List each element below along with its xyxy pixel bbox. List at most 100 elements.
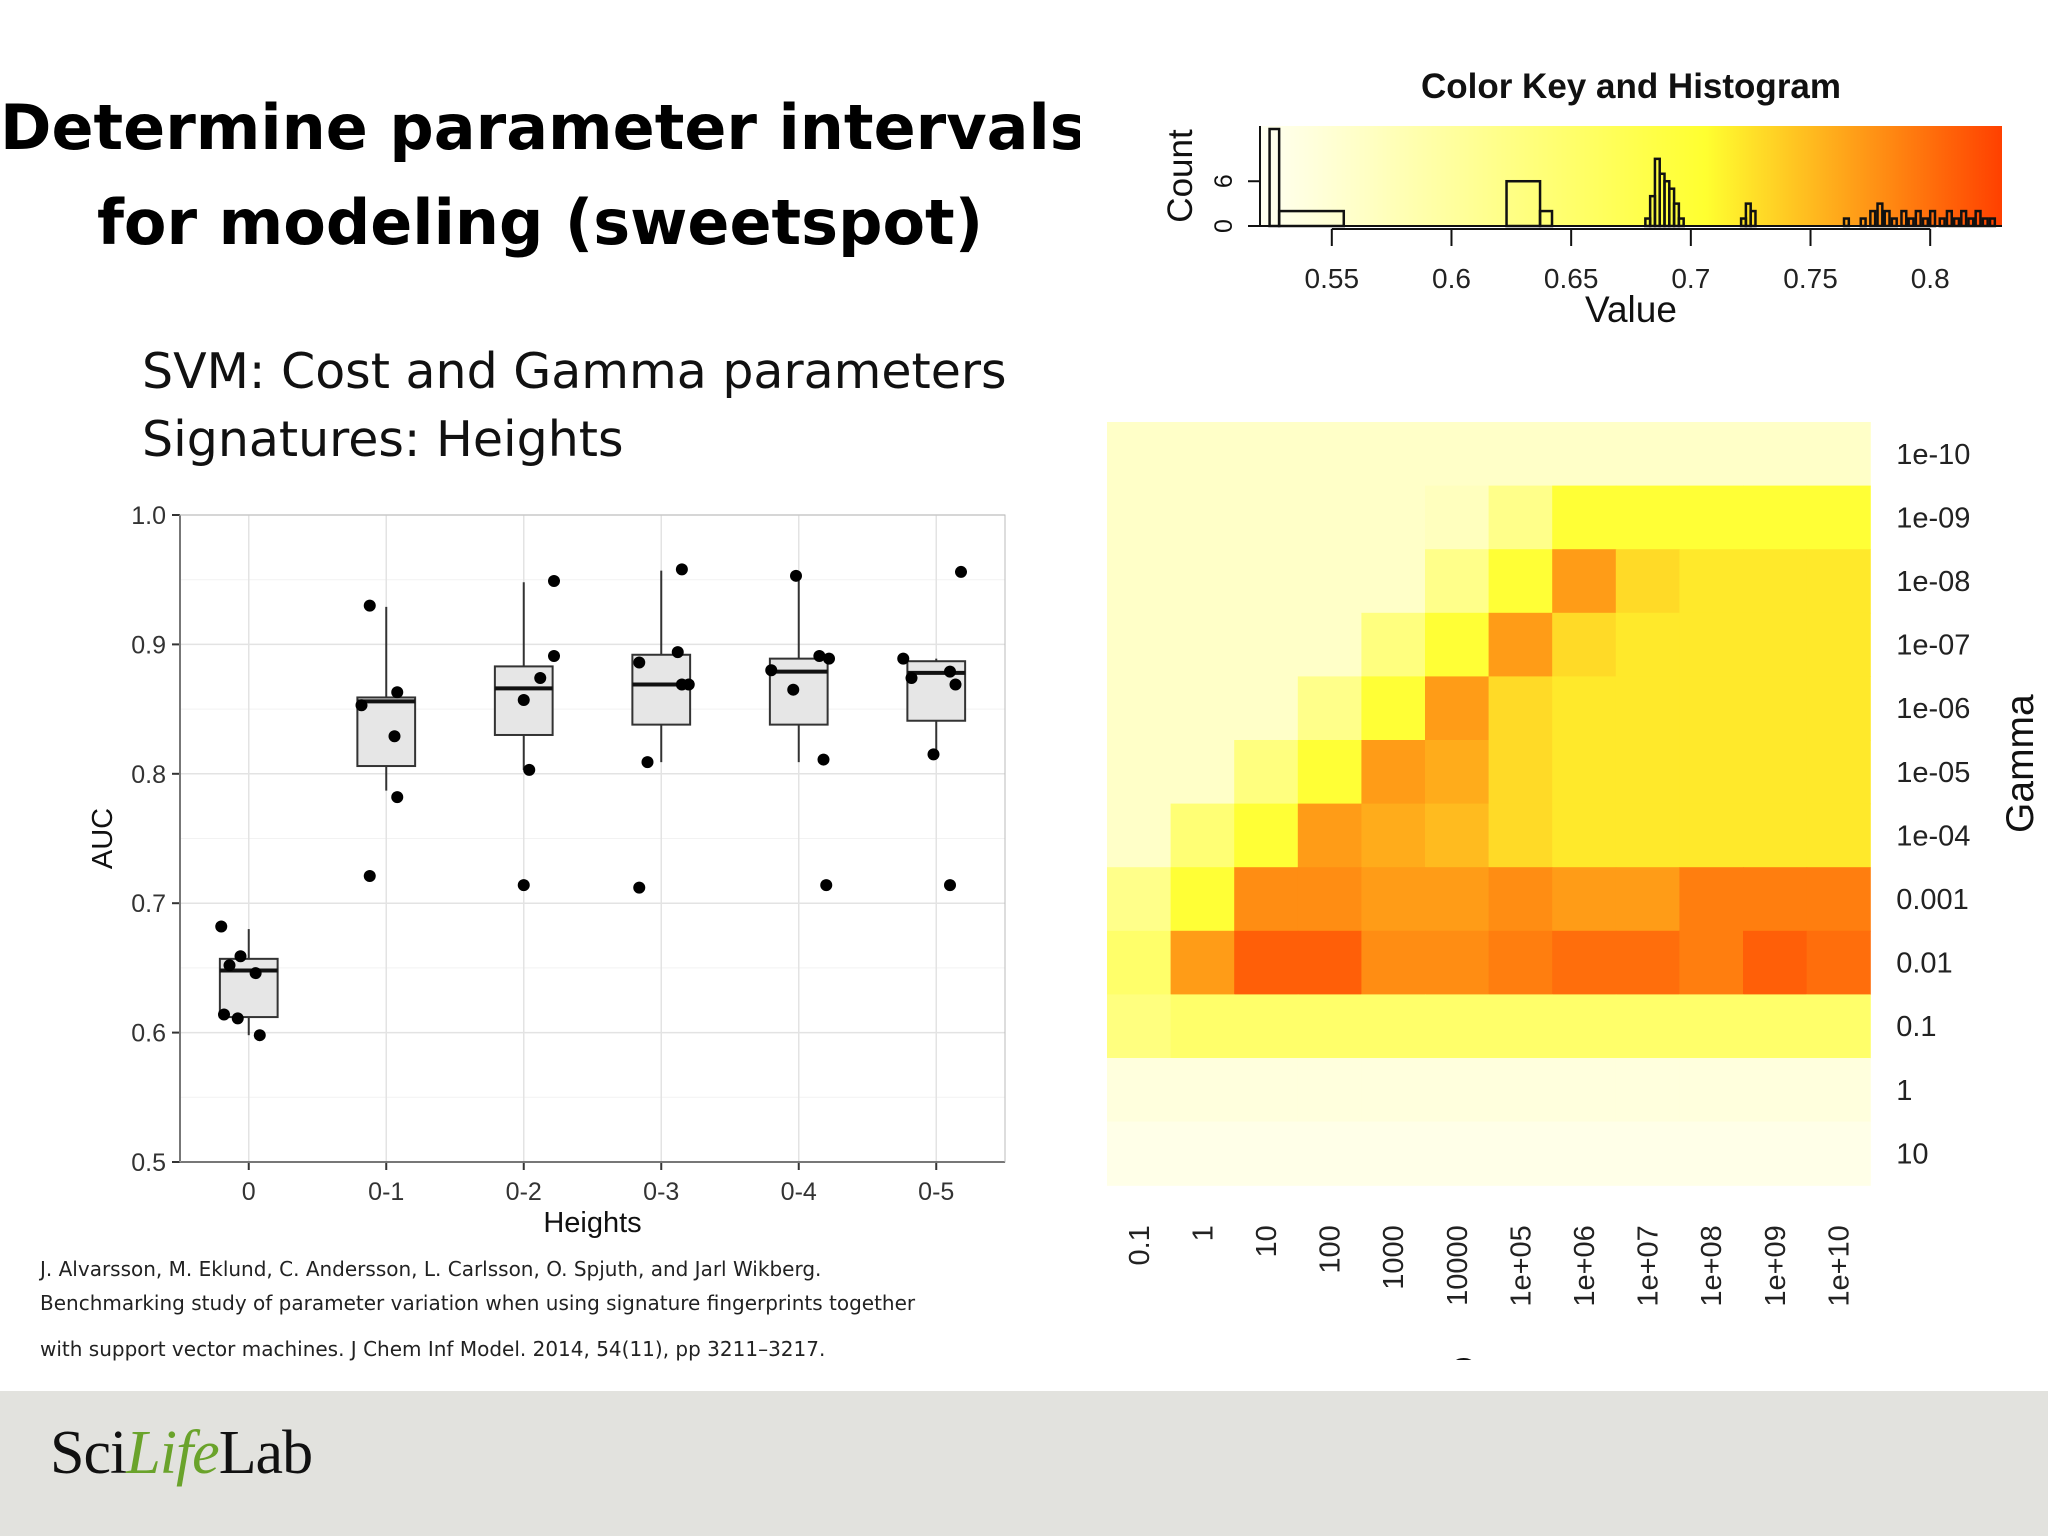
data-point [790,569,802,582]
heatmap-cell [1615,676,1680,741]
heatmap-cell [1488,994,1553,1059]
heatmap-cell [1552,803,1617,868]
gamma-label: 1e-08 [1896,566,1970,598]
data-point [820,879,833,892]
heatmap-cell [1297,803,1362,868]
cost-label: 1 [1187,1225,1219,1241]
heatmap-cell [1297,930,1362,995]
heatmap-cell [1425,740,1490,805]
heatmap-cell [1679,867,1744,932]
heatmap-cell [1552,485,1617,550]
heatmap-cell [1297,485,1362,550]
heatmap-cell [1107,867,1172,932]
box-iqr [356,696,417,768]
data-point [363,599,376,612]
data-point [388,730,401,743]
heatmap-cell [1806,740,1871,805]
data-point [927,748,940,761]
subtitle-line-2: Signatures: Heights [142,411,624,468]
y-tick-label: 0.5 [131,1149,166,1177]
heatmap-cell [1234,930,1299,995]
data-point [955,565,967,578]
heatmap-cell [1234,549,1299,614]
heatmap-cell [1488,1121,1553,1186]
data-point [675,563,688,576]
cost-label: 0.1 [1124,1225,1156,1265]
heatmap-cell [1170,485,1235,550]
heatmap-cell [1425,1121,1490,1186]
title-line-2: for modeling (sweetspot) [96,186,984,259]
heatmap-cell [1234,803,1299,868]
heatmap-cell [1425,422,1490,487]
heatmap-cell [1170,612,1235,677]
heatmap-cell [1743,930,1808,995]
heatmap-cell [1234,1121,1299,1186]
heatmap-cell [1234,676,1299,741]
heatmap-cell [1743,994,1808,1059]
heatmap-cell [1361,1058,1426,1123]
heatmap-cell [1425,930,1490,995]
data-point [949,678,962,691]
heatmap-cell [1361,930,1426,995]
cost-label: 1e+09 [1760,1225,1792,1306]
heatmap-cell [1234,1058,1299,1123]
heatmap-cell [1425,1058,1490,1123]
heatmap-cell [1107,994,1172,1059]
heatmap-cell [1488,930,1553,995]
gamma-label: 1e-04 [1896,820,1970,852]
citation: J. Alvarsson, M. Eklund, C. Andersson, L… [40,1252,1060,1366]
heatmap-cell [1679,1121,1744,1186]
hist-x-axis-label: Value [1585,289,1677,330]
y-axis-label: AUC [87,808,119,869]
heatmap-cell [1425,485,1490,550]
data-point [218,1008,230,1021]
heatmap-cell [1552,422,1617,487]
heatmap-cell [1552,1121,1617,1186]
gamma-label: 1e-07 [1896,630,1970,662]
gamma-label: 0.001 [1896,884,1969,916]
heatmap-cell [1679,740,1744,805]
citation-line-1: J. Alvarsson, M. Eklund, C. Andersson, L… [40,1257,822,1281]
x-tick-label: 0-1 [368,1178,404,1206]
heatmap-cell [1425,676,1490,741]
cost-label: 1e+10 [1823,1225,1855,1306]
heatmap-cell [1170,549,1235,614]
heatmap-cell [1361,485,1426,550]
gamma-label: 10 [1896,1138,1928,1170]
heatmap-cell [1107,740,1172,805]
heatmap-cell [1170,994,1235,1059]
gamma-label: 1 [1896,1075,1912,1107]
data-point [787,683,800,696]
heatmap-cell [1552,930,1617,995]
plot-border [179,514,1006,1163]
heatmap-cell [1552,549,1617,614]
heatmap-cell [1425,549,1490,614]
y-tick-label: 1.0 [131,502,166,530]
citation-line-2: Benchmarking study of parameter variatio… [40,1291,916,1315]
data-point [765,664,778,677]
heatmap-cell [1743,485,1808,550]
heatmap-cell [1234,422,1299,487]
cost-axis-label: Cost [1448,1351,1528,1360]
heatmap-cell [1107,1058,1172,1123]
data-point [249,967,262,980]
heatmap-cell [1297,740,1362,805]
heatmap-cell [1743,1121,1808,1186]
heatmap-cell [1615,930,1680,995]
heatmap-cell [1743,549,1808,614]
heatmap-cell [1170,422,1235,487]
gamma-label: 0.1 [1896,1011,1936,1043]
heatmap-cell [1297,994,1362,1059]
heatmap-cell [1234,867,1299,932]
logo-prefix: Sci [50,1419,127,1487]
heatmap-cell [1552,867,1617,932]
cost-label: 1e+05 [1505,1225,1537,1306]
x-tick-label: 0-5 [918,1178,954,1206]
heatmap-cell [1234,740,1299,805]
heatmap-cell [1806,612,1871,677]
slide-title: Determine parameter intervals for modeli… [0,80,1080,280]
heatmap-cell [1107,485,1172,550]
data-point [215,920,228,933]
data-point [823,652,835,665]
hist-y-tick-label: 6 [1210,174,1238,188]
